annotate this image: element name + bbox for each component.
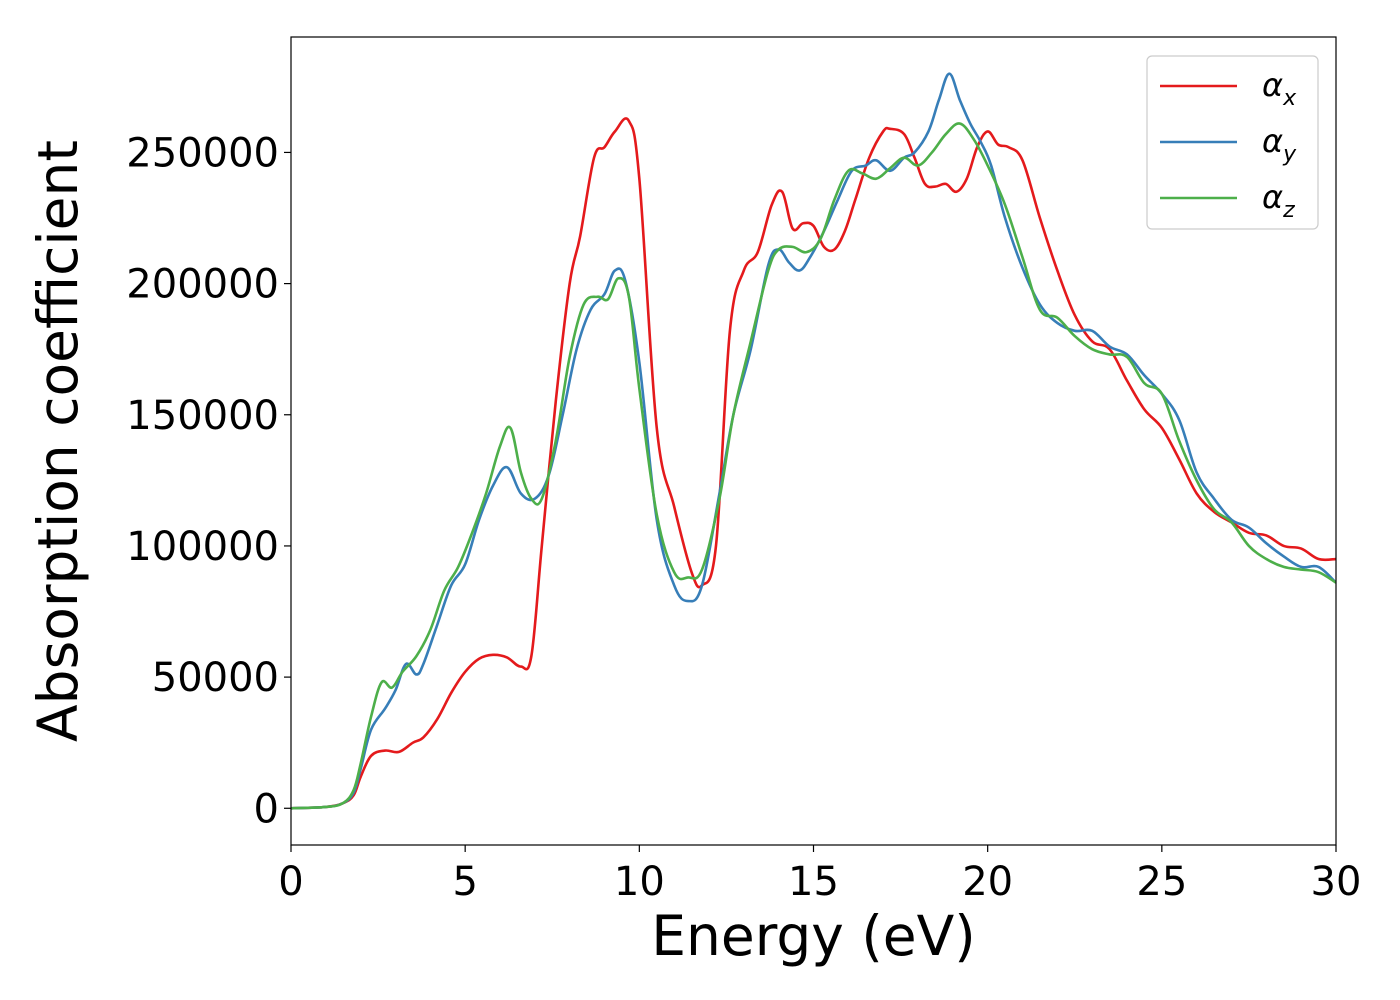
legend-label-base: α — [1262, 66, 1283, 104]
x-tick-label: 5 — [452, 859, 477, 905]
legend-label-subscript: y — [1282, 142, 1297, 167]
y-axis-ticks: 0 50000 100000 150000 200000 250000 — [126, 130, 291, 832]
x-tick-label: 25 — [1136, 859, 1187, 905]
x-tick-label: 10 — [614, 859, 665, 905]
x-tick-label: 0 — [278, 859, 303, 905]
legend-label-base: α — [1262, 178, 1283, 216]
legend-label-y: αy — [1262, 122, 1297, 167]
y-tick-label: 0 — [254, 786, 279, 832]
y-tick-label: 50000 — [152, 655, 279, 701]
x-tick-label: 30 — [1311, 859, 1362, 905]
legend-label-x: αx — [1262, 66, 1297, 111]
series-line-x — [291, 117, 1336, 810]
legend-label-subscript: z — [1282, 198, 1295, 223]
x-tick-label: 15 — [788, 859, 839, 905]
legend-label-base: α — [1262, 122, 1283, 160]
plot-area — [291, 72, 1336, 810]
series-line-z — [291, 122, 1336, 810]
y-tick-label: 150000 — [126, 393, 279, 439]
series-line-y — [291, 72, 1336, 810]
y-tick-label: 100000 — [126, 524, 279, 570]
y-axis-title: Absorption coefficient — [26, 140, 90, 742]
x-axis-ticks: 0 5 10 15 20 25 30 — [278, 845, 1361, 905]
legend-label-z: αz — [1262, 178, 1295, 223]
y-tick-label: 250000 — [126, 130, 279, 176]
legend-label-subscript: x — [1282, 86, 1297, 111]
y-tick-label: 200000 — [126, 262, 279, 308]
x-tick-label: 20 — [962, 859, 1013, 905]
x-axis-title: Energy (eV) — [651, 904, 975, 968]
